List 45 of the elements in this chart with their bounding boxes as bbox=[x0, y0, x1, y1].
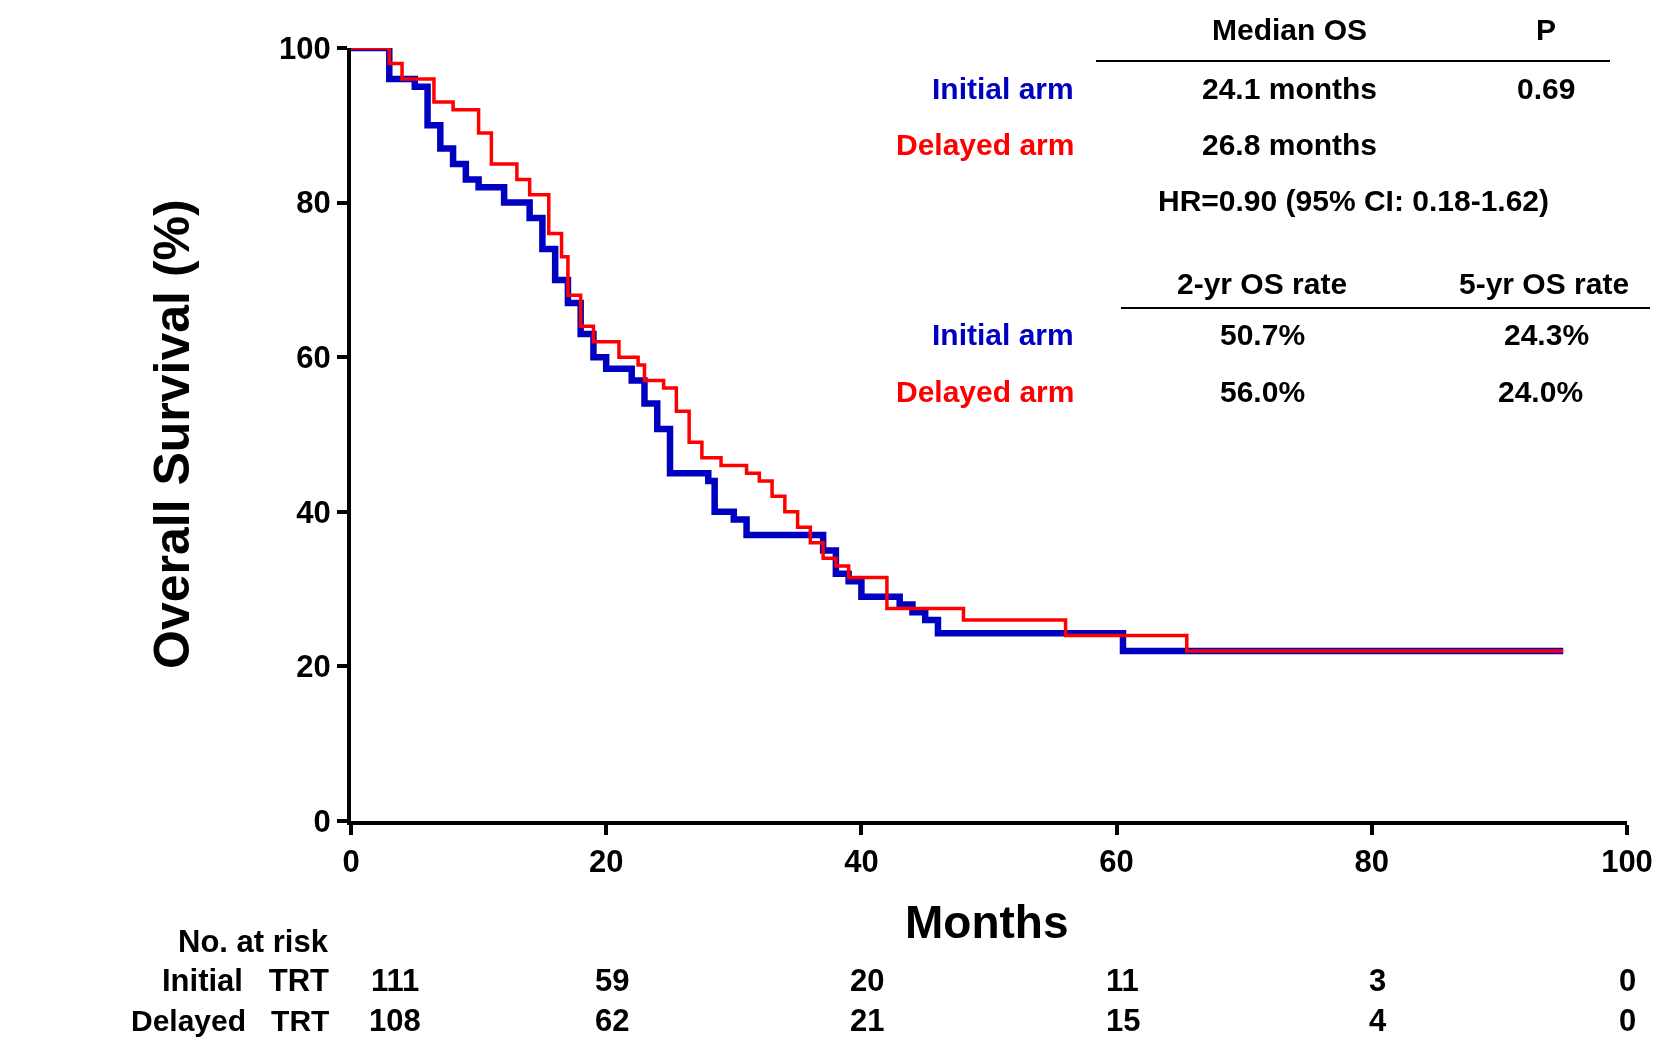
text: 11 bbox=[1106, 963, 1139, 998]
x-tick-label: 20 bbox=[588, 844, 624, 880]
text: 4 bbox=[1369, 1003, 1387, 1038]
annotation: 24.1 months bbox=[1202, 72, 1378, 105]
y-tick-label: 100 bbox=[279, 30, 331, 66]
text: 20 bbox=[850, 963, 885, 998]
annotation: 5-yr OS rate bbox=[1459, 267, 1630, 300]
text: Delayed TRT bbox=[131, 1004, 330, 1037]
text: 0 bbox=[1619, 1003, 1637, 1038]
x-axis-title: Months bbox=[905, 896, 1069, 948]
text: 21 bbox=[850, 1003, 885, 1038]
x-tick-label: 60 bbox=[1099, 844, 1134, 880]
y-tick-label: 0 bbox=[313, 803, 331, 839]
text: Median OS bbox=[1212, 13, 1368, 46]
text: Delayed arm bbox=[896, 128, 1075, 161]
annotation: 24.3% bbox=[1504, 318, 1590, 351]
text: 108 bbox=[369, 1003, 421, 1038]
x-tick-label: 0 bbox=[342, 844, 360, 880]
annotation: 56.0% bbox=[1220, 375, 1306, 408]
text: 3 bbox=[1369, 963, 1387, 998]
x-tick-label: 100 bbox=[1601, 844, 1653, 880]
annotation: 50.7% bbox=[1220, 318, 1306, 351]
text: 0 bbox=[1619, 963, 1637, 998]
text: 15 bbox=[1106, 1003, 1141, 1038]
y-tick-label: 40 bbox=[296, 494, 331, 530]
annotation: 24.0% bbox=[1498, 375, 1584, 408]
text: Initial arm bbox=[932, 318, 1074, 351]
annotation: 0.69 bbox=[1517, 72, 1576, 105]
annotation: 26.8 months bbox=[1202, 128, 1378, 161]
text: Initial TRT bbox=[162, 963, 330, 998]
y-axis-title: Overall Survival (%) bbox=[144, 199, 200, 669]
text: 59 bbox=[595, 963, 630, 998]
annotation: HR=0.90 (95% CI: 0.18-1.62) bbox=[1158, 184, 1550, 217]
text: Initial arm bbox=[932, 72, 1074, 105]
y-tick-label: 80 bbox=[296, 185, 331, 221]
text: P bbox=[1536, 13, 1557, 46]
y-tick-label: 20 bbox=[296, 649, 331, 685]
text: 62 bbox=[595, 1003, 630, 1038]
annotation: 2-yr OS rate bbox=[1177, 267, 1348, 300]
text: Delayed arm bbox=[896, 375, 1075, 408]
x-tick-label: 40 bbox=[844, 844, 879, 880]
x-tick-label: 80 bbox=[1354, 844, 1390, 880]
text: No. at risk bbox=[178, 924, 329, 959]
y-tick-label: 60 bbox=[296, 340, 331, 376]
text: 111 bbox=[371, 963, 420, 998]
